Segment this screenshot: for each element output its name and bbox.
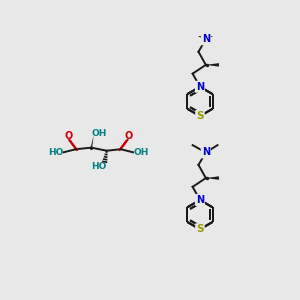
Polygon shape	[206, 176, 219, 180]
Text: N: N	[196, 82, 204, 92]
Text: O: O	[64, 131, 72, 141]
Text: S: S	[196, 111, 204, 121]
Polygon shape	[206, 63, 219, 67]
Text: N: N	[202, 148, 210, 158]
Text: N: N	[196, 195, 204, 205]
Polygon shape	[91, 135, 94, 148]
Text: OH: OH	[92, 128, 107, 137]
Text: HO: HO	[48, 148, 64, 157]
Text: N: N	[202, 34, 210, 44]
Text: OH: OH	[134, 148, 149, 157]
Text: HO: HO	[92, 162, 107, 171]
Text: S: S	[196, 224, 204, 234]
Text: O: O	[124, 131, 133, 141]
